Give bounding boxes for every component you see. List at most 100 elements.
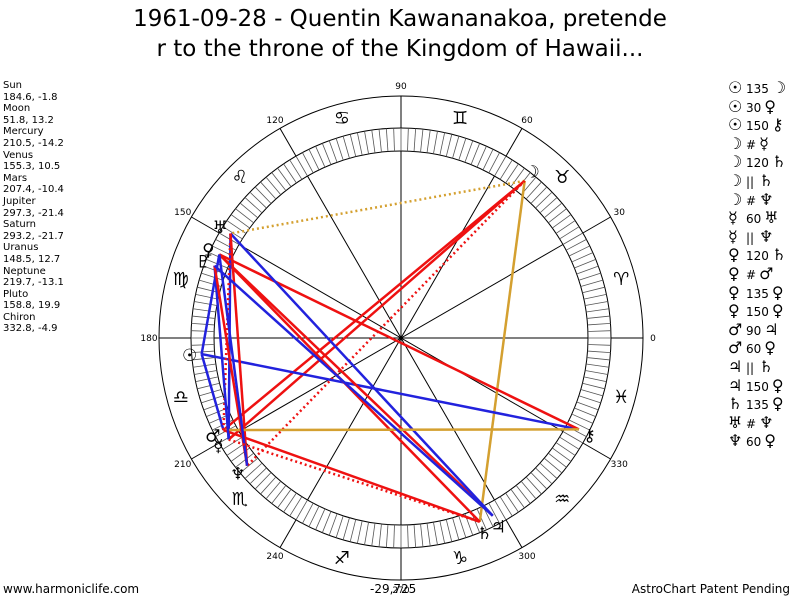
degree-label: 150 [174,208,191,218]
zodiac-sign-icon: ♍ [173,269,189,290]
degree-tick [321,143,332,165]
aspect-planet-1: ♃ [728,356,743,376]
degree-tick [349,519,357,542]
planet-name: Chiron [3,311,36,323]
aspect-line [218,253,580,431]
degree-tick [254,186,272,204]
zodiac-sign-icon: ♏ [232,489,248,510]
degree-tick [587,330,611,332]
degree-tick [191,322,215,326]
zodiac-sign-icon: ♌ [232,167,248,188]
degree-tick [543,202,563,219]
aspect-angle: || [746,360,755,375]
degree-tick [499,496,513,517]
degree-tick [201,272,224,281]
degree-tick [559,436,580,450]
degree-label: 60 [521,116,533,126]
degree-tick [433,131,438,154]
aspect-planet-1: ♃ [728,375,743,395]
degree-tick [535,191,553,209]
degree-tick [433,522,438,545]
zodiac-sign-icon: ♉ [554,167,570,188]
planet-name: Moon [3,103,31,115]
aspect-angle: # [746,193,757,208]
aspect-row: ☽ # ☿ [728,133,786,154]
degree-tick [530,186,548,204]
aspect-line [223,428,481,524]
degree-label: 120 [266,116,283,126]
degree-tick [192,308,216,313]
degree-tick [510,489,525,509]
aspect-row: ☽ 120 ♄ [728,153,786,172]
aspect-planet-2: ☿ [759,133,769,153]
degree-tick [582,286,605,294]
aspect-row: ♂ 60 ♀ [728,339,786,358]
aspect-planet-1: ♄ [728,394,743,414]
degree-tick [195,376,219,383]
aspect-planet-2: ♀ [771,394,784,414]
degree-tick [586,308,610,313]
degree-tick [420,129,424,153]
degree-label: 30 [614,208,626,218]
degree-tick [371,523,376,547]
aspect-planet-1: ♀ [728,245,740,265]
aspect-row: ☉ 150 ⚷ [728,116,786,135]
aspect-angle: # [746,267,757,282]
aspect-angle: 60 [746,435,762,450]
degree-tick [315,145,326,168]
degree-tick [505,163,519,184]
sign-divider [191,216,220,234]
degree-tick [586,357,610,361]
planet-name: Pluto [3,288,29,300]
degree-tick [582,382,605,390]
aspect-row: ☽ || ♄ [728,171,786,191]
degree-tick [199,389,222,397]
degree-tick [315,508,326,531]
degree-tick [548,208,567,224]
degree-tick [277,489,292,509]
degree-tick [583,376,607,383]
degree-tick [515,485,531,504]
degree-tick [539,197,558,214]
degree-tick [458,515,467,538]
aspect-angle: 60 [746,212,762,227]
degree-label: 90 [395,82,407,92]
degree-tick [364,522,369,545]
aspect-row: ♀ 135 ♀ [728,283,786,303]
planet-glyph-icon: ♄ [477,524,492,544]
degree-tick [308,149,320,171]
degree-tick [571,413,594,424]
degree-tick [302,502,314,524]
aspect-line [218,254,249,466]
degree-tick [494,155,507,177]
aspect-planet-2: ♀ [764,338,776,358]
degree-tick [585,370,608,375]
degree-tick [420,523,424,547]
sign-divider [279,519,297,548]
aspect-line [201,352,580,431]
aspect-planet-2: ♄ [759,356,774,376]
degree-tick [356,520,363,544]
aspect-row: ♅ # ♆ [728,413,786,433]
planet-values: 210.5, -14.2 [3,137,64,149]
aspect-planet-2: ♃ [764,319,779,339]
degree-tick [289,159,303,180]
aspect-planet-1: ☿ [728,208,738,228]
degree-tick [576,265,599,275]
aspect-angle: || [746,174,755,189]
aspect-line [478,180,526,522]
degree-tick [530,472,548,490]
degree-tick [393,128,395,152]
aspect-line [213,264,494,517]
aspect-planet-2: ♆ [759,226,774,246]
degree-tick [378,129,382,153]
patent-notice: AstroChart Patent Pending [631,582,790,596]
degree-label: 300 [518,552,535,562]
aspect-angle: 150 [746,379,769,394]
aspect-planet-2: ♀ [771,301,784,321]
planet-glyph-icon: ☉ [182,346,197,366]
degree-tick [413,524,417,548]
degree-tick [578,395,601,404]
degree-tick [295,499,308,521]
degree-label: 330 [611,460,628,470]
